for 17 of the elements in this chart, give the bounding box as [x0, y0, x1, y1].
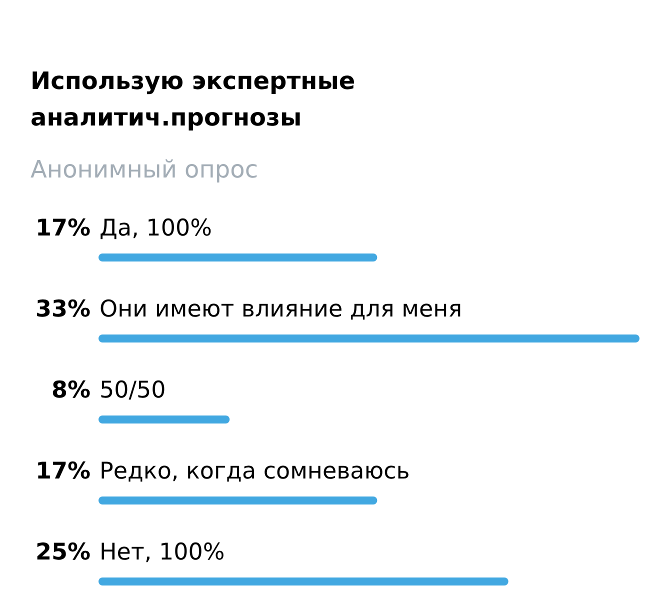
data-label: 17%	[35, 216, 91, 242]
y-tick-label: Нет, 100%	[100, 540, 225, 566]
y-tick-label: Да, 100%	[100, 216, 212, 242]
bar	[98, 416, 230, 424]
data-label: 8%	[51, 378, 91, 404]
bar	[98, 496, 378, 504]
data-label: 17%	[35, 458, 91, 484]
chart-title: Использую экспертные аналитич.прогнозы	[30, 67, 356, 132]
chart-subtitle: Анонимный опрос	[30, 156, 258, 184]
bar	[98, 578, 508, 586]
bar	[98, 254, 378, 262]
data-label: 33%	[35, 296, 91, 322]
y-tick-label: 50/50	[100, 378, 166, 404]
y-tick-label: Они имеют влияние для меня	[100, 296, 462, 322]
bar	[98, 334, 640, 342]
y-tick-label: Редко, когда сомневаюсь	[100, 458, 410, 484]
data-label: 25%	[35, 540, 91, 566]
